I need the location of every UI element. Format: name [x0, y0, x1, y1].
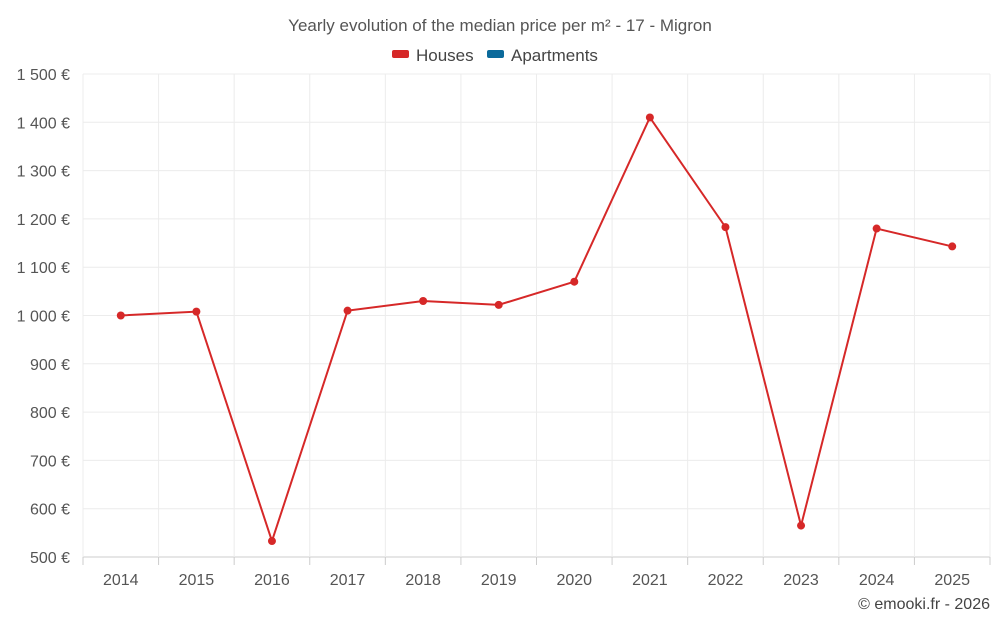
y-tick-label: 600 €: [30, 502, 70, 519]
y-tick-label: 900 €: [30, 357, 70, 374]
data-point-2024[interactable]: [872, 224, 881, 233]
x-tick-label: 2018: [405, 572, 441, 589]
data-point-2025[interactable]: [948, 242, 957, 251]
x-tick-label: 2020: [556, 572, 592, 589]
x-tick-label: 2023: [783, 572, 819, 589]
y-tick-label: 700 €: [30, 453, 70, 470]
x-tick-label: 2015: [179, 572, 215, 589]
x-tick-label: 2022: [708, 572, 744, 589]
legend-label-apartments: Apartments: [511, 46, 598, 65]
x-tick-label: 2016: [254, 572, 290, 589]
y-tick-label: 500 €: [30, 550, 70, 567]
legend-label-houses: Houses: [416, 46, 474, 65]
y-tick-label: 1 100 €: [17, 260, 70, 277]
credit-text: © emooki.fr - 2026: [858, 596, 990, 613]
axes: 500 € 600 € 700 € 800 € 900 € 1 000 € 1 100 € 1…: [17, 67, 991, 589]
data-point-2022[interactable]: [721, 223, 730, 232]
data-point-2018[interactable]: [419, 297, 428, 306]
data-point-2023[interactable]: [797, 521, 806, 530]
x-tick-label: 2019: [481, 572, 517, 589]
data-point-2017[interactable]: [343, 306, 352, 315]
y-tick-label: 1 000 €: [17, 309, 70, 326]
grid: [82, 73, 991, 558]
legend-item-houses[interactable]: Houses: [392, 46, 474, 65]
series-houses: [116, 113, 957, 546]
x-tick-label: 2024: [859, 572, 895, 589]
x-tick-label: 2025: [934, 572, 970, 589]
data-point-2015[interactable]: [192, 307, 201, 316]
y-tick-label: 1 200 €: [17, 212, 70, 229]
legend-swatch-houses: [392, 50, 409, 58]
y-tick-label: 1 400 €: [17, 115, 70, 132]
x-tick-label: 2014: [103, 572, 139, 589]
chart-title: Yearly evolution of the median price per…: [288, 16, 712, 35]
legend-swatch-apartments: [487, 50, 504, 58]
y-tick-label: 800 €: [30, 405, 70, 422]
data-point-2014[interactable]: [116, 311, 125, 320]
series-line-houses: [120, 115, 953, 545]
data-point-2016[interactable]: [267, 537, 276, 546]
legend: Houses Apartments: [392, 46, 598, 65]
data-point-2019[interactable]: [494, 300, 503, 309]
y-tick-label: 1 500 €: [17, 67, 70, 84]
data-point-2020[interactable]: [570, 277, 579, 286]
x-tick-label: 2017: [330, 572, 366, 589]
data-point-2021[interactable]: [645, 113, 654, 122]
x-tick-label: 2021: [632, 572, 668, 589]
y-tick-label: 1 300 €: [17, 164, 70, 181]
legend-item-apartments[interactable]: Apartments: [487, 46, 598, 65]
